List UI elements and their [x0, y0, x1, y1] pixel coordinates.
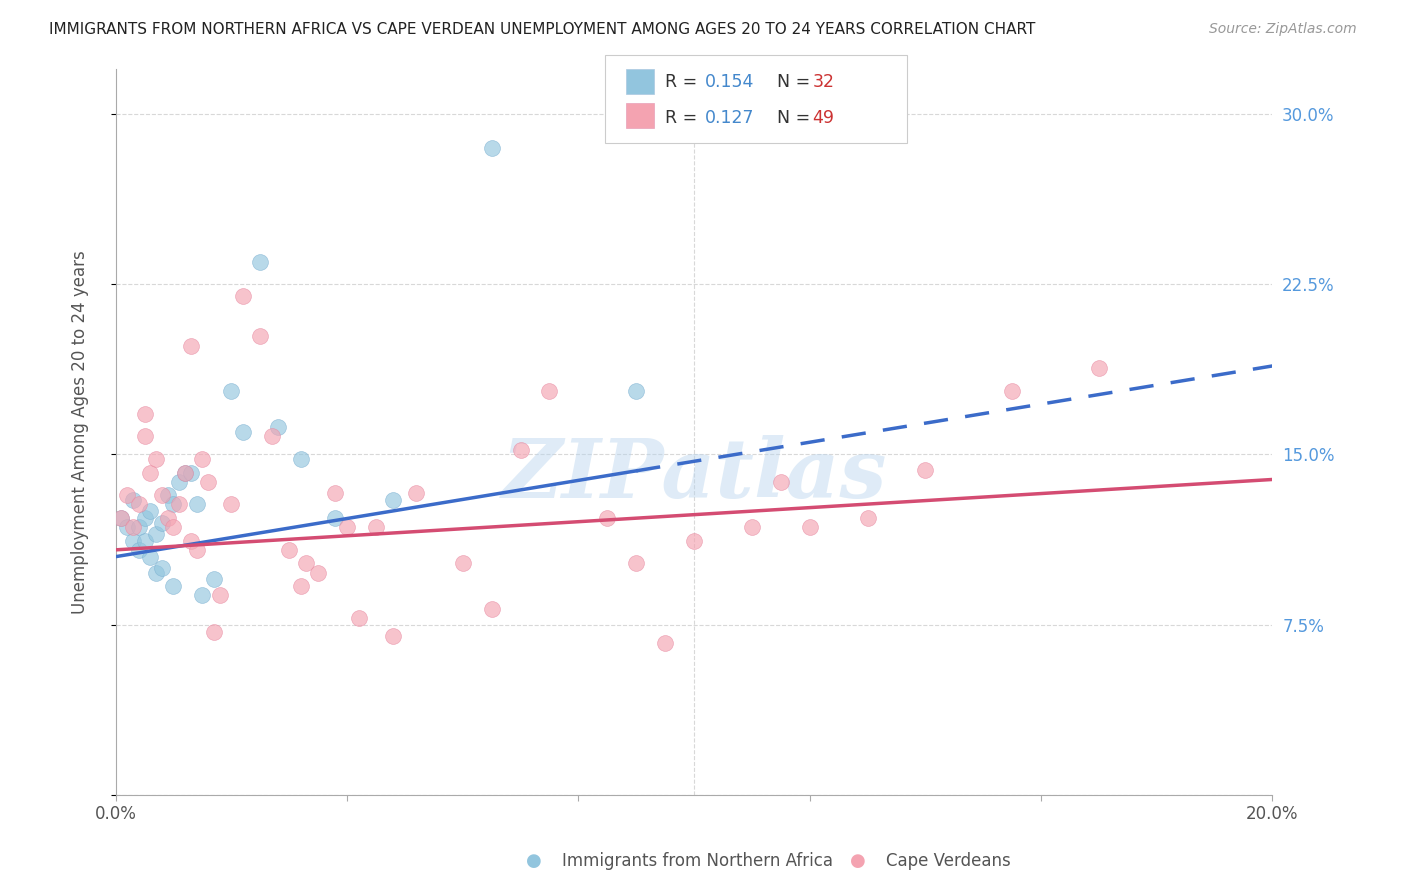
Point — [150, 488, 173, 502]
Point — [128, 520, 150, 534]
Text: R =: R = — [665, 109, 703, 127]
Point — [134, 533, 156, 548]
Point — [624, 384, 647, 398]
Point — [150, 561, 173, 575]
Text: IMMIGRANTS FROM NORTHERN AFRICA VS CAPE VERDEAN UNEMPLOYMENT AMONG AGES 20 TO 24: IMMIGRANTS FROM NORTHERN AFRICA VS CAPE … — [49, 22, 1036, 37]
Point — [134, 511, 156, 525]
Text: ●: ● — [526, 852, 543, 870]
Point — [134, 407, 156, 421]
Point — [202, 573, 225, 587]
Point — [197, 475, 219, 489]
Point — [481, 141, 503, 155]
Point — [110, 511, 132, 525]
Point — [186, 542, 208, 557]
Point — [150, 516, 173, 530]
Point — [191, 452, 214, 467]
Point — [128, 542, 150, 557]
Point — [249, 329, 271, 343]
Point — [202, 624, 225, 639]
Text: Cape Verdeans: Cape Verdeans — [886, 852, 1011, 870]
Point — [128, 498, 150, 512]
Point — [139, 504, 162, 518]
Point — [382, 629, 405, 643]
Point — [509, 442, 531, 457]
Text: 0.154: 0.154 — [704, 73, 754, 91]
Point — [156, 488, 179, 502]
Text: N =: N = — [766, 109, 815, 127]
Point — [167, 475, 190, 489]
Point — [145, 527, 167, 541]
Point — [364, 520, 387, 534]
Y-axis label: Unemployment Among Ages 20 to 24 years: Unemployment Among Ages 20 to 24 years — [72, 250, 89, 614]
Point — [174, 466, 197, 480]
Point — [221, 498, 243, 512]
Point — [683, 533, 706, 548]
Point — [325, 511, 347, 525]
Point — [307, 566, 329, 580]
Point — [115, 488, 138, 502]
Point — [382, 492, 405, 507]
Point — [186, 498, 208, 512]
Point — [266, 420, 288, 434]
Point — [260, 429, 283, 443]
Point — [221, 384, 243, 398]
Point — [295, 557, 318, 571]
Point — [162, 520, 184, 534]
Point — [799, 520, 821, 534]
Point — [325, 486, 347, 500]
Point — [290, 579, 312, 593]
Point — [110, 511, 132, 525]
Point — [451, 557, 474, 571]
Text: N =: N = — [766, 73, 815, 91]
Point — [115, 520, 138, 534]
Point — [347, 611, 370, 625]
Point — [624, 557, 647, 571]
Point — [654, 636, 676, 650]
Point — [538, 384, 561, 398]
Point — [741, 520, 763, 534]
Point — [208, 588, 231, 602]
Point — [145, 452, 167, 467]
Point — [914, 463, 936, 477]
Point — [167, 498, 190, 512]
Text: 0.127: 0.127 — [704, 109, 754, 127]
Point — [180, 338, 202, 352]
Text: R =: R = — [665, 73, 703, 91]
Point — [290, 452, 312, 467]
Point — [278, 542, 301, 557]
Point — [856, 511, 879, 525]
Point — [481, 602, 503, 616]
Text: 49: 49 — [813, 109, 835, 127]
Point — [405, 486, 427, 500]
Text: ZIPatlas: ZIPatlas — [502, 435, 887, 516]
Point — [180, 533, 202, 548]
Point — [162, 498, 184, 512]
Text: Immigrants from Northern Africa: Immigrants from Northern Africa — [562, 852, 834, 870]
Point — [145, 566, 167, 580]
Text: Source: ZipAtlas.com: Source: ZipAtlas.com — [1209, 22, 1357, 37]
Point — [174, 466, 197, 480]
Point — [122, 520, 145, 534]
Point — [134, 429, 156, 443]
Point — [232, 425, 254, 439]
Point — [596, 511, 619, 525]
Point — [139, 466, 162, 480]
Text: 32: 32 — [813, 73, 835, 91]
Point — [1001, 384, 1024, 398]
Point — [122, 533, 145, 548]
Point — [1088, 361, 1111, 376]
Point — [769, 475, 792, 489]
Point — [122, 492, 145, 507]
Text: ●: ● — [849, 852, 866, 870]
Point — [232, 288, 254, 302]
Point — [162, 579, 184, 593]
Point — [156, 511, 179, 525]
Point — [139, 549, 162, 564]
Point — [180, 466, 202, 480]
Point — [249, 254, 271, 268]
Point — [191, 588, 214, 602]
Point — [336, 520, 359, 534]
